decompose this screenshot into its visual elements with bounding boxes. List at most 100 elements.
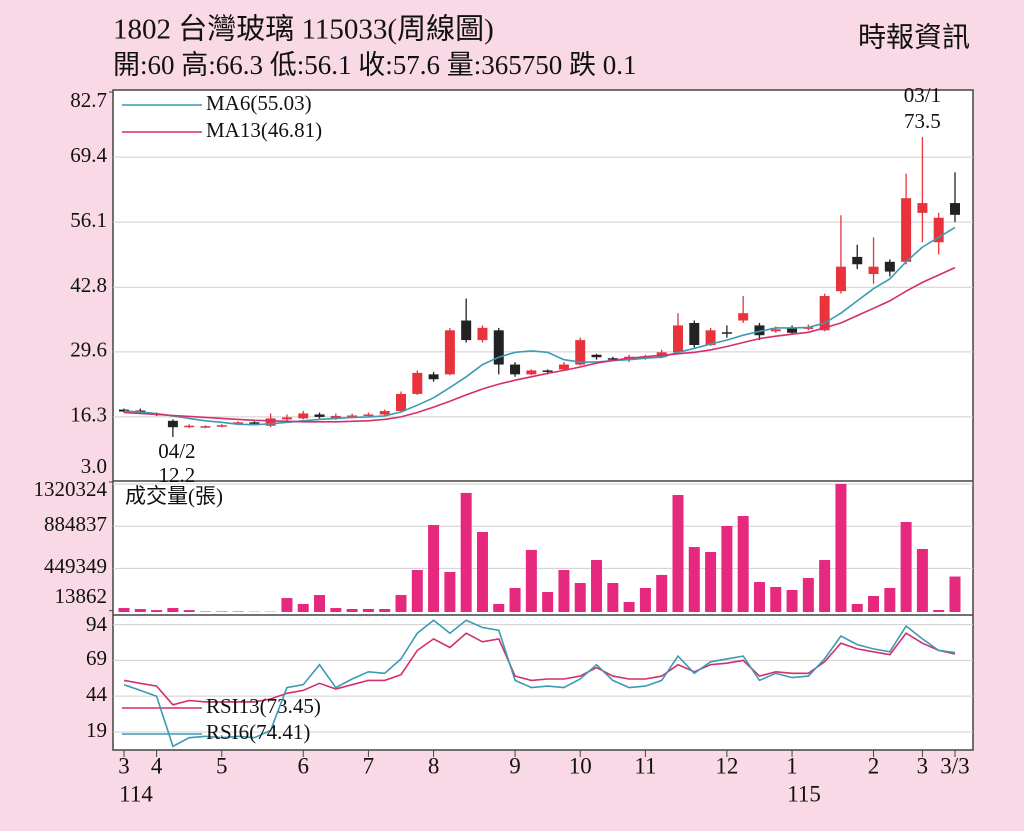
y-tick-label: 94 — [86, 612, 108, 636]
candle-body — [901, 198, 912, 262]
volume-bar — [542, 592, 554, 612]
chart-title: 1802 台灣玻璃 115033(周線圖) — [113, 13, 494, 46]
volume-bar — [379, 608, 391, 612]
y-tick-label: 42.8 — [70, 273, 107, 297]
volume-bar — [949, 576, 961, 612]
chart-subtitle: 開:60 高:66.3 低:56.1 收:57.6 量:365750 跌 0.1 — [113, 50, 637, 80]
candle-body — [852, 256, 863, 265]
candle-body — [493, 330, 504, 365]
candle-body — [216, 425, 227, 427]
volume-bar — [933, 609, 945, 612]
volume-bar — [460, 492, 472, 612]
candle-body — [950, 203, 960, 215]
volume-bar — [737, 516, 749, 612]
candle-body — [428, 374, 439, 380]
y-tick-label: 13862 — [55, 584, 108, 608]
volume-bar — [688, 547, 700, 612]
candle-body — [835, 266, 846, 292]
x-tick-label: 11 — [634, 753, 656, 778]
volume-bar — [525, 549, 537, 612]
y-tick-label: 1320324 — [34, 477, 108, 501]
y-tick-label: 884837 — [44, 512, 107, 536]
candle-body — [249, 422, 260, 424]
candle-body — [721, 332, 732, 334]
candle-body — [787, 327, 798, 333]
x-tick-label: 10 — [569, 753, 592, 778]
y-tick-label: 16.3 — [70, 403, 107, 427]
candle-body — [281, 417, 292, 420]
legend-label: MA6(55.03) — [206, 91, 312, 115]
annotation-value: 73.5 — [904, 109, 941, 133]
volume-bar — [574, 583, 586, 612]
volume-legend: 成交量(張) — [125, 484, 223, 508]
volume-bar — [411, 570, 423, 612]
candle-body — [917, 203, 928, 213]
legend-label: RSI13(73.45) — [206, 694, 321, 718]
candle-body — [868, 266, 879, 275]
candle-body — [510, 364, 521, 375]
candle-body — [738, 313, 749, 321]
candle-body — [119, 409, 129, 412]
volume-bar — [672, 494, 684, 612]
volume-bar — [444, 571, 456, 612]
volume-bar — [607, 583, 619, 612]
y-tick-label: 82.7 — [70, 88, 107, 112]
candle-body — [461, 320, 472, 341]
x-tick-label: 3/3 — [940, 753, 969, 778]
candle-body — [314, 414, 325, 417]
volume-bar — [297, 603, 309, 612]
candle-body — [379, 411, 390, 415]
volume-bar — [656, 574, 668, 612]
volume-bar — [802, 577, 814, 612]
volume-bar — [868, 596, 880, 612]
volume-bar — [183, 610, 195, 612]
x-tick-label: 6 — [297, 753, 309, 778]
candle-body — [754, 325, 765, 336]
legend-label: RSI6(74.41) — [206, 720, 310, 744]
y-tick-label: 29.6 — [70, 338, 107, 362]
candle-body — [477, 327, 488, 341]
candle-body — [167, 420, 178, 428]
candle-body — [542, 370, 553, 372]
candle-body — [770, 329, 781, 332]
volume-bar — [476, 532, 488, 612]
volume-bar — [916, 548, 928, 612]
y-tick-label: 69.4 — [70, 143, 107, 167]
candle-body — [330, 415, 341, 419]
x-tick-label: 8 — [428, 753, 440, 778]
volume-bar — [509, 587, 521, 612]
volume-bar — [900, 522, 912, 612]
line-series — [123, 266, 956, 423]
annotation-date: 03/1 — [904, 83, 941, 107]
volume-bar — [623, 602, 635, 612]
candle-body — [607, 358, 618, 360]
volume-bar — [770, 586, 782, 612]
volume-bar — [281, 598, 293, 612]
candle-body — [526, 370, 537, 375]
x-tick-label: 5 — [216, 753, 228, 778]
candle-body — [396, 393, 406, 412]
volume-bar — [151, 610, 163, 612]
candle-body — [347, 415, 358, 417]
x-year-label: 115 — [787, 781, 821, 806]
annotation-value: 12.2 — [159, 463, 196, 487]
volume-bar — [134, 608, 146, 612]
volume-bar — [346, 608, 358, 612]
candle-body — [265, 418, 276, 426]
volume-bar — [558, 570, 570, 612]
volume-bar — [753, 582, 765, 612]
x-tick-label: 3 — [917, 753, 929, 778]
candle-body — [884, 261, 895, 272]
volume-bar — [591, 560, 603, 612]
volume-bar — [705, 551, 717, 612]
volume-bar — [721, 525, 733, 612]
x-tick-label: 12 — [715, 753, 738, 778]
y-tick-label: 44 — [86, 682, 108, 706]
volume-bar — [639, 587, 651, 612]
x-tick-label: 2 — [868, 753, 880, 778]
volume-bar — [851, 603, 863, 612]
candle-body — [673, 325, 683, 353]
volume-bar — [118, 608, 130, 612]
